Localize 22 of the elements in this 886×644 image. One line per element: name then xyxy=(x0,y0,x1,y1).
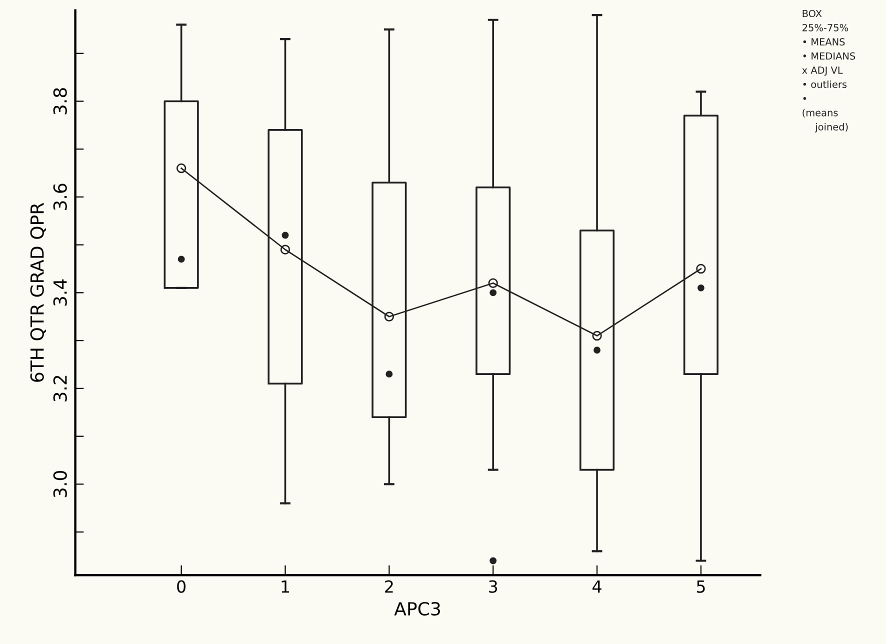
text: • outliers xyxy=(803,80,847,88)
y-tick-label: 3.2 xyxy=(53,376,67,402)
x-tick-label: 4 xyxy=(592,580,602,593)
text: • MEDIANS xyxy=(803,52,856,60)
y-axis-title: 6TH QTR GRAD QPR xyxy=(30,202,46,382)
x-tick-label: 3 xyxy=(489,580,498,593)
x-tick-label: 0 xyxy=(177,580,186,593)
y-tick-label: 3.6 xyxy=(53,184,67,210)
y-tick-label: 3.0 xyxy=(53,470,67,498)
text: joined) xyxy=(814,123,848,132)
x-tick-label: 1 xyxy=(282,580,290,593)
x-tick-label: 5 xyxy=(696,580,705,593)
text: x ADJ VL xyxy=(802,66,843,76)
y-tick-label: 3.4 xyxy=(53,279,67,306)
text: 25%-75% xyxy=(802,24,848,32)
text: • MEANS xyxy=(803,38,845,46)
x-tick-label: 2 xyxy=(385,580,393,593)
text: BOX xyxy=(802,10,822,18)
text: • xyxy=(803,97,806,100)
text: (means xyxy=(802,108,838,118)
y-tick-label: 3.8 xyxy=(53,88,67,114)
x-axis-title: APC3 xyxy=(394,602,440,616)
